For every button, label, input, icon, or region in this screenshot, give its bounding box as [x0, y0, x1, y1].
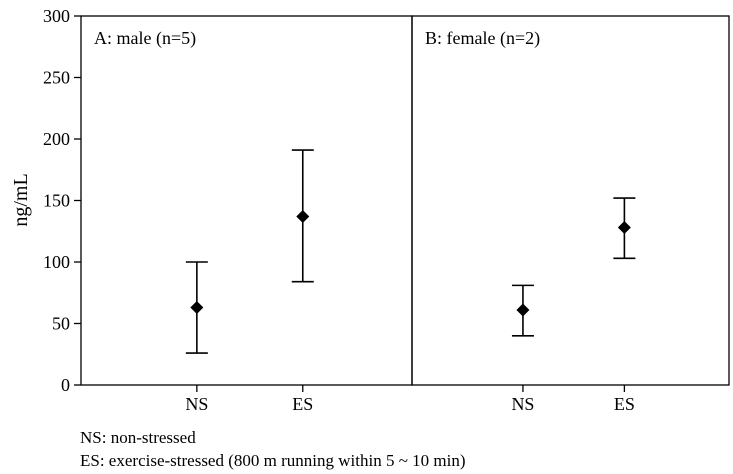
panel-frame — [411, 15, 730, 386]
panel-a: A: male (n=5) NS ES — [80, 15, 413, 414]
mean-marker — [190, 301, 204, 315]
panel-b: B: female (n=2) NS ES — [411, 15, 730, 414]
legend-note-es: ES: exercise-stressed (800 m running wit… — [80, 451, 466, 470]
y-tick-label: 150 — [43, 191, 70, 211]
y-axis-label: ng/mL — [10, 173, 32, 226]
y-tick-label: 0 — [61, 375, 70, 395]
mean-marker — [516, 303, 530, 317]
y-axis: 0 50 100 150 200 250 300 — [43, 6, 81, 395]
y-tick-label: 50 — [52, 314, 70, 334]
y-tick-label: 100 — [43, 252, 70, 272]
chart-panels: A: male (n=5) NS ES B: female (n=2) NS ES — [80, 15, 730, 414]
y-tick-label: 300 — [43, 6, 70, 26]
y-tick-label: 200 — [43, 129, 70, 149]
x-tick-label: ES — [292, 394, 313, 414]
legend-note-ns: NS: non-stressed — [80, 428, 196, 447]
panel-title: B: female (n=2) — [425, 28, 540, 49]
mean-marker — [617, 221, 631, 235]
y-tick-label: 250 — [43, 68, 70, 88]
x-tick-label: NS — [185, 394, 208, 414]
mean-marker — [296, 209, 310, 223]
panel-frame — [80, 15, 413, 386]
x-tick-label: ES — [614, 394, 635, 414]
x-tick-label: NS — [511, 394, 534, 414]
panel-title: A: male (n=5) — [94, 28, 196, 49]
